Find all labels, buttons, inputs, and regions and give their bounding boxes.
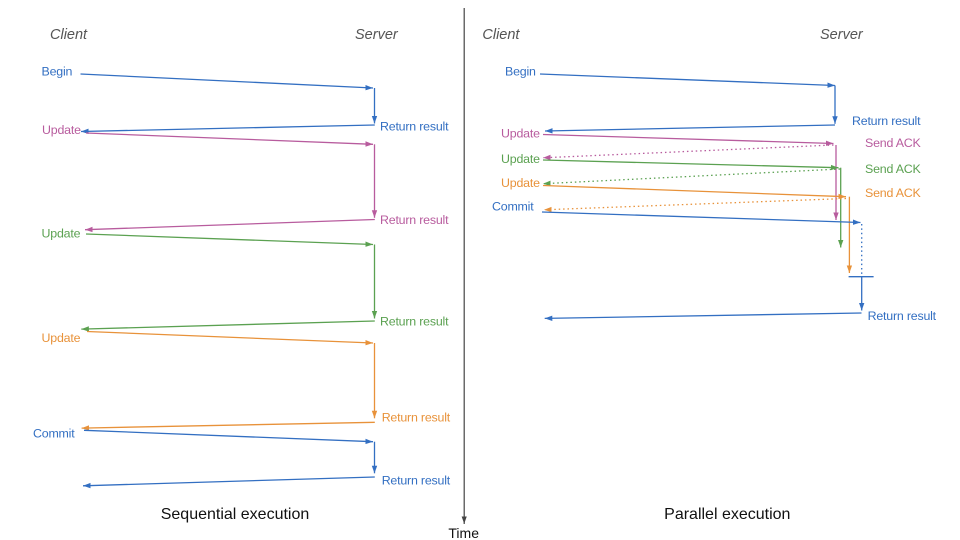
svg-text:Update: Update <box>42 331 81 345</box>
svg-text:Begin: Begin <box>42 65 73 79</box>
svg-text:Return result: Return result <box>380 213 449 227</box>
svg-text:Update: Update <box>501 176 540 190</box>
svg-text:Server: Server <box>820 27 864 43</box>
svg-text:Send ACK: Send ACK <box>865 162 922 176</box>
svg-text:Return result: Return result <box>382 474 451 488</box>
svg-text:Parallel execution: Parallel execution <box>664 506 790 523</box>
svg-text:Sequential execution: Sequential execution <box>161 506 310 523</box>
svg-text:Commit: Commit <box>492 200 534 214</box>
svg-text:Time: Time <box>448 525 479 540</box>
svg-text:Update: Update <box>501 152 540 166</box>
svg-text:Commit: Commit <box>33 427 75 441</box>
svg-text:Update: Update <box>42 123 81 137</box>
svg-text:Send ACK: Send ACK <box>865 186 922 200</box>
svg-text:Return result: Return result <box>380 120 449 134</box>
svg-text:Server: Server <box>355 27 399 43</box>
svg-text:Return result: Return result <box>852 114 921 128</box>
svg-text:Return result: Return result <box>380 315 449 329</box>
svg-text:Update: Update <box>501 127 540 141</box>
svg-text:Return result: Return result <box>868 309 937 323</box>
svg-text:Begin: Begin <box>505 65 536 79</box>
svg-text:Return result: Return result <box>382 411 451 425</box>
svg-text:Send ACK: Send ACK <box>865 136 922 150</box>
svg-text:Update: Update <box>42 227 81 241</box>
svg-text:Client: Client <box>50 27 88 43</box>
svg-text:Client: Client <box>482 27 520 43</box>
